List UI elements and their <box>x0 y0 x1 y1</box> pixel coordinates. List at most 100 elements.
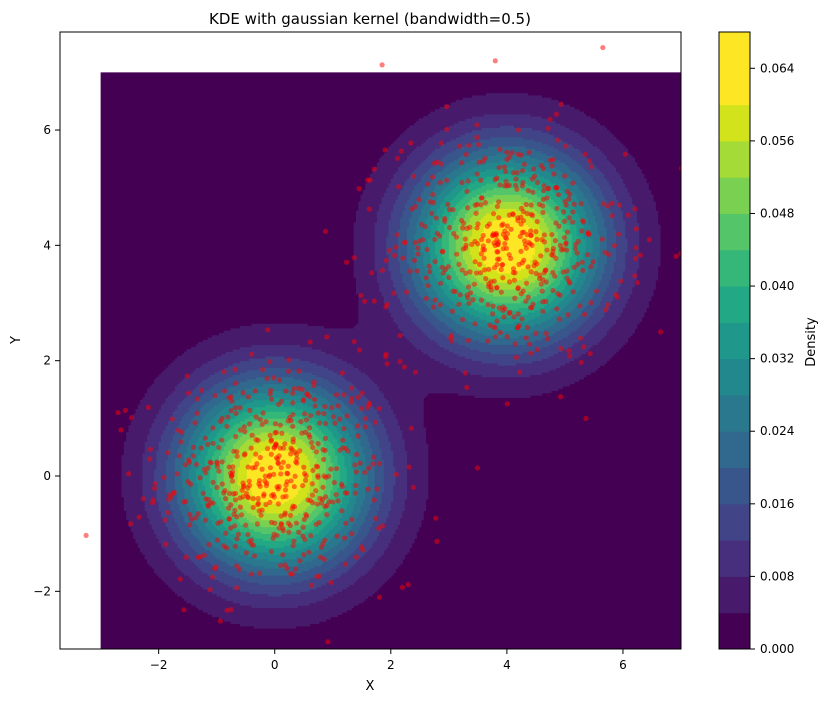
scatter-point <box>614 294 620 300</box>
density-level-band <box>198 397 213 401</box>
density-level-band <box>212 508 220 512</box>
scatter-point <box>335 403 341 409</box>
density-level-band <box>467 153 496 156</box>
density-level-band <box>407 249 415 253</box>
density-level-band <box>219 402 232 405</box>
density-level-band <box>590 141 622 145</box>
density-level-band <box>557 215 566 219</box>
density-level-band <box>237 478 248 482</box>
density-level-band <box>349 452 357 456</box>
density-level-band <box>379 206 394 209</box>
density-level-band <box>430 224 438 228</box>
density-level-band <box>462 307 475 311</box>
density-level-band <box>362 499 373 502</box>
density-level-band <box>562 349 589 352</box>
scatter-point <box>609 200 615 206</box>
density-level-band <box>411 342 438 345</box>
density-level-band <box>344 524 352 528</box>
scatter-point <box>312 403 318 409</box>
density-level-band <box>492 249 522 253</box>
scatter-point <box>341 535 348 541</box>
density-level-band <box>574 146 598 149</box>
scatter-point <box>313 488 319 494</box>
density-level-band <box>439 203 450 207</box>
density-level-band <box>223 480 232 484</box>
density-level-band <box>355 450 364 454</box>
density-level-band <box>434 339 454 343</box>
density-level-band <box>360 194 385 198</box>
density-level-band <box>237 501 250 505</box>
density-level-band <box>388 146 417 149</box>
density-level-band <box>588 157 608 161</box>
density-level-band <box>290 471 303 475</box>
scatter-point <box>261 491 267 497</box>
density-level-band <box>223 487 232 491</box>
density-level-band <box>383 153 410 156</box>
density-level-band <box>437 226 445 230</box>
density-level-band <box>615 259 626 262</box>
density-level-band <box>188 374 211 378</box>
density-level-band <box>205 510 213 514</box>
scatter-point <box>394 232 400 238</box>
scatter-point <box>423 295 429 302</box>
density-level-band <box>434 109 580 112</box>
density-level-band <box>557 284 566 288</box>
density-level-band <box>372 404 392 408</box>
scatter-point <box>316 573 322 579</box>
density-level-band <box>239 462 250 465</box>
density-level-band <box>165 459 176 463</box>
scatter-point <box>514 170 520 176</box>
density-level-band <box>469 305 487 309</box>
density-level-band <box>430 256 438 260</box>
density-level-band <box>620 279 635 283</box>
density-level-band <box>395 482 408 486</box>
density-level-band <box>567 194 577 198</box>
density-level-band <box>244 452 257 456</box>
density-level-band <box>479 164 536 168</box>
density-level-band <box>318 547 331 551</box>
density-level-band <box>583 194 594 198</box>
scatter-point <box>416 196 422 203</box>
density-level-band <box>246 476 259 479</box>
scatter-point <box>431 160 438 166</box>
density-level-band <box>198 512 208 516</box>
scatter-point <box>393 471 399 478</box>
density-level-band <box>188 542 201 546</box>
density-level-band <box>300 526 315 530</box>
scatter-point <box>424 246 430 253</box>
density-level-band <box>465 118 550 122</box>
density-level-band <box>409 217 420 221</box>
density-level-band <box>367 471 375 475</box>
density-level-band <box>121 482 143 486</box>
density-level-band <box>437 171 452 175</box>
scatter-point <box>537 275 543 281</box>
density-level-band <box>407 459 429 463</box>
density-level-band <box>172 559 192 562</box>
density-level-band <box>349 434 359 438</box>
density-level-band <box>174 388 194 392</box>
density-level-band <box>360 390 382 394</box>
density-level-band <box>346 480 355 484</box>
scatter-point <box>678 165 681 171</box>
density-level-band <box>390 178 408 182</box>
scatter-point <box>300 533 306 539</box>
density-level-band <box>578 356 612 359</box>
density-level-band <box>407 243 415 246</box>
density-level-band <box>553 164 568 168</box>
scatter-point <box>524 211 530 217</box>
density-level-band <box>212 614 338 618</box>
density-level-band <box>390 446 406 449</box>
density-level-band <box>518 153 547 156</box>
scatter-point <box>366 206 372 212</box>
density-level-band <box>420 192 431 196</box>
density-level-band <box>181 485 192 488</box>
density-level-band <box>230 482 238 486</box>
scatter-point <box>342 561 349 567</box>
density-level-band <box>439 222 447 225</box>
density-level-band <box>404 448 429 452</box>
density-level-band <box>353 224 375 228</box>
density-level-band <box>444 199 452 202</box>
density-level-band <box>346 478 355 482</box>
density-level-band <box>615 243 629 246</box>
density-level-band <box>599 233 608 237</box>
